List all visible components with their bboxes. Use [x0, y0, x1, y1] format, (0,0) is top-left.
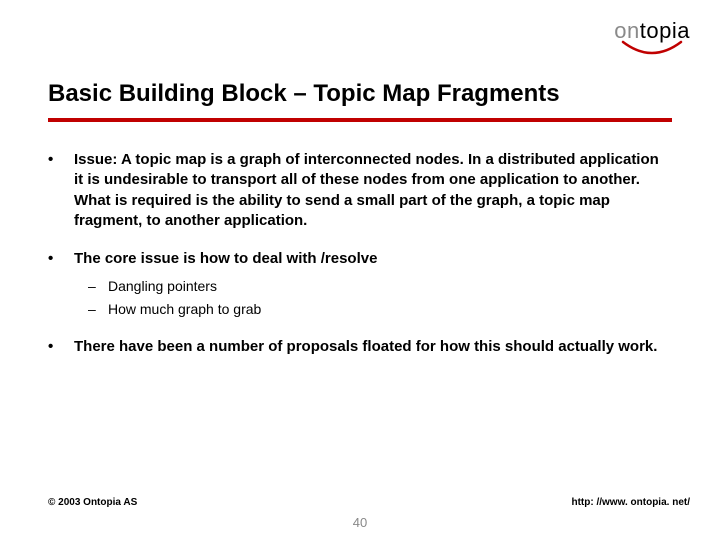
sub-bullet-marker: –	[88, 300, 108, 319]
bullet-text: There have been a number of proposals fl…	[74, 337, 672, 357]
sub-bullet-group: – Dangling pointers – How much graph to …	[48, 277, 672, 319]
bullet-item: • The core issue is how to deal with /re…	[48, 249, 672, 269]
bullet-item: • There have been a number of proposals …	[48, 337, 672, 357]
bullet-text: Issue: A topic map is a graph of interco…	[74, 150, 672, 231]
page-number: 40	[0, 515, 720, 530]
slide: ontopia Basic Building Block – Topic Map…	[0, 0, 720, 540]
logo: ontopia	[614, 18, 690, 63]
logo-arc-icon	[614, 40, 690, 63]
bullet-marker: •	[48, 249, 74, 269]
footer-copyright: © 2003 Ontopia AS	[48, 497, 137, 508]
bullet-item: • Issue: A topic map is a graph of inter…	[48, 150, 672, 231]
sub-bullet-item: – Dangling pointers	[88, 277, 672, 296]
sub-bullet-text: How much graph to grab	[108, 300, 672, 319]
sub-bullet-text: Dangling pointers	[108, 277, 672, 296]
footer-url: http: //www. ontopia. net/	[571, 497, 690, 508]
title-rule	[48, 118, 672, 122]
sub-bullet-item: – How much graph to grab	[88, 300, 672, 319]
bullet-marker: •	[48, 337, 74, 357]
sub-bullet-marker: –	[88, 277, 108, 296]
bullet-text: The core issue is how to deal with /reso…	[74, 249, 672, 269]
bullet-marker: •	[48, 150, 74, 231]
content-area: • Issue: A topic map is a graph of inter…	[48, 150, 672, 375]
slide-title: Basic Building Block – Topic Map Fragmen…	[48, 80, 560, 108]
